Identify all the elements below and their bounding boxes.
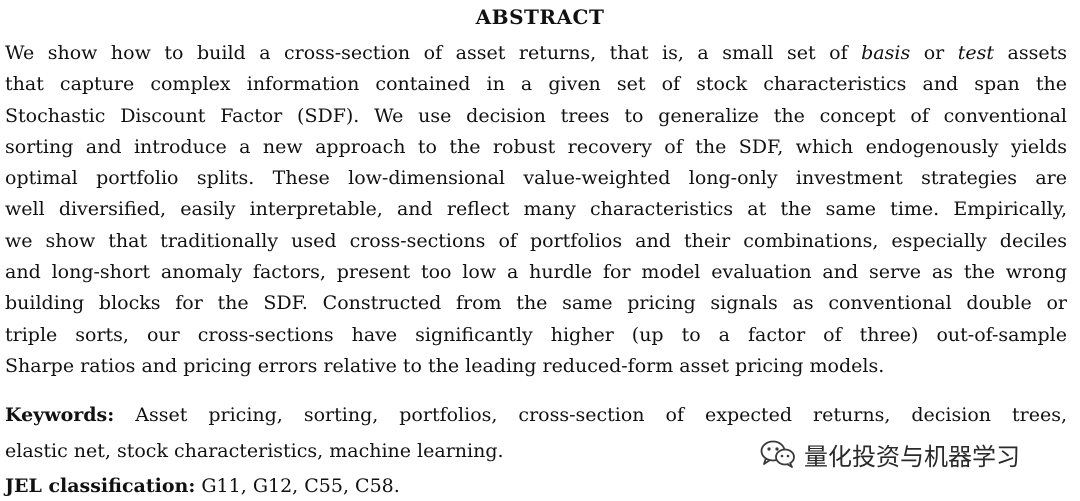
abstract-text: assets xyxy=(994,42,1068,64)
jel-codes: G11, G12, C55, C58. xyxy=(195,475,400,497)
watermark: 量化投资与机器学习 xyxy=(760,436,1020,472)
jel-label: JEL classification: xyxy=(5,475,196,497)
keywords-line: Keywords: Asset pricing, sorting, portfo… xyxy=(5,397,1067,433)
abstract-text: We show how to build a cross-section of … xyxy=(5,42,862,64)
abstract-line: we show that traditionally used cross-se… xyxy=(5,229,1067,252)
keywords-section: Keywords: Asset pricing, sorting, portfo… xyxy=(5,397,1067,469)
abstract-heading: ABSTRACT xyxy=(475,5,605,29)
abstract-line: building blocks for the SDF. Constructed… xyxy=(5,292,1067,315)
abstract-paragraph: We show how to build a cross-section of … xyxy=(5,38,1067,382)
wechat-icon xyxy=(760,439,796,469)
abstract-line: and long-short anomaly factors, present … xyxy=(5,261,1067,284)
abstract-line: Stochastic Discount Factor (SDF). We use… xyxy=(5,104,1067,127)
jel-classification: JEL classification: G11, G12, C55, C58. xyxy=(5,473,400,499)
keywords-text: Asset pricing, sorting, portfolios, cros… xyxy=(114,404,1067,426)
abstract-line: optimal portfolio splits. These low-dime… xyxy=(5,167,1067,190)
keywords-label: Keywords: xyxy=(5,404,115,426)
abstract-emphasis-test: test xyxy=(957,42,995,64)
keywords-line: elastic net, stock characteristics, mach… xyxy=(5,440,504,462)
abstract-line: We show how to build a cross-section of … xyxy=(5,38,1067,69)
abstract-line: that capture complex information contain… xyxy=(5,73,1067,96)
abstract-emphasis-basis: basis xyxy=(861,42,911,64)
abstract-line: sorting and introduce a new approach to … xyxy=(5,135,1067,158)
abstract-line: well diversified, easily interpretable, … xyxy=(5,198,1067,221)
abstract-line: triple sorts, our cross-sections have si… xyxy=(5,323,1067,346)
abstract-line: Sharpe ratios and pricing errors relativ… xyxy=(5,354,885,377)
watermark-text: 量化投资与机器学习 xyxy=(804,442,1020,471)
abstract-text: or xyxy=(910,42,958,64)
